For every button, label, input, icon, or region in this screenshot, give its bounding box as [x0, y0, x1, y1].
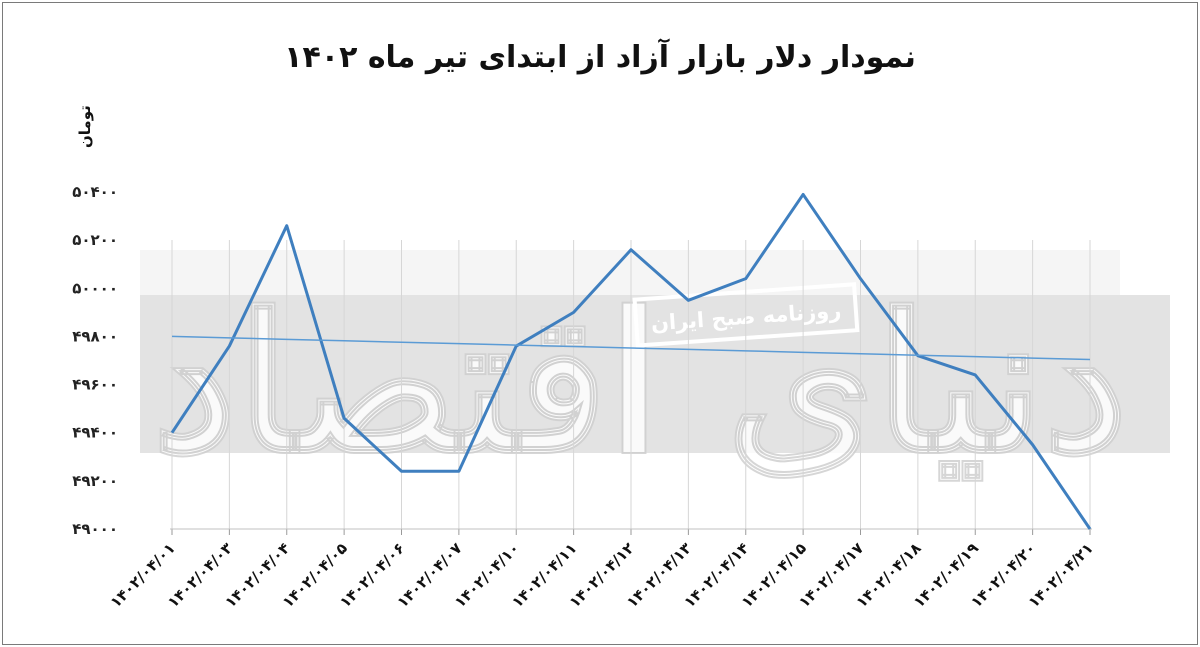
- y-tick-label: ۴۹۸۰۰: [72, 327, 118, 345]
- y-tick-label: ۵۰۴۰۰: [72, 183, 118, 201]
- series-lines: [170, 192, 1092, 530]
- series-line-price: [170, 192, 1092, 530]
- watermark-band: [140, 295, 1170, 453]
- y-tick-label: ۴۹۴۰۰: [72, 424, 118, 442]
- watermark-logo-text: دنیای اقتصاد: [152, 272, 1128, 495]
- y-axis-ticks: ۴۹۰۰۰ ۴۹۲۰۰ ۴۹۴۰۰ ۴۹۶۰۰ ۴۹۸۰۰ ۵۰۰۰۰ ۵۰۲۰۰ ۵۰۴۰۰: [72, 183, 118, 538]
- watermark-logo: دنیای اقتصاد: [151, 271, 1129, 496]
- watermark-band-top: [140, 250, 1120, 295]
- y-tick-label: ۴۹۶۰۰: [72, 376, 118, 394]
- watermark-badge-frame: [632, 282, 860, 348]
- y-tick-label: ۵۰۰۰۰: [72, 279, 118, 297]
- chart-title: نمودار دلار بازار آزاد از ابتدای تیر ماه…: [284, 40, 916, 75]
- grid-lines: [170, 240, 1092, 535]
- y-tick-label: ۴۹۲۰۰: [72, 472, 118, 490]
- y-tick-label: ۵۰۲۰۰: [72, 231, 118, 249]
- series-line-trend: [171, 335, 1091, 361]
- y-tick-label: ۴۹۰۰۰: [72, 520, 118, 538]
- x-axis-ticks: ۱۴۰۲/۰۴/۰۱۱۴۰۲/۰۴/۰۳۱۴۰۲/۰۴/۰۴۱۴۰۲/۰۴/۰۵…: [107, 539, 1097, 611]
